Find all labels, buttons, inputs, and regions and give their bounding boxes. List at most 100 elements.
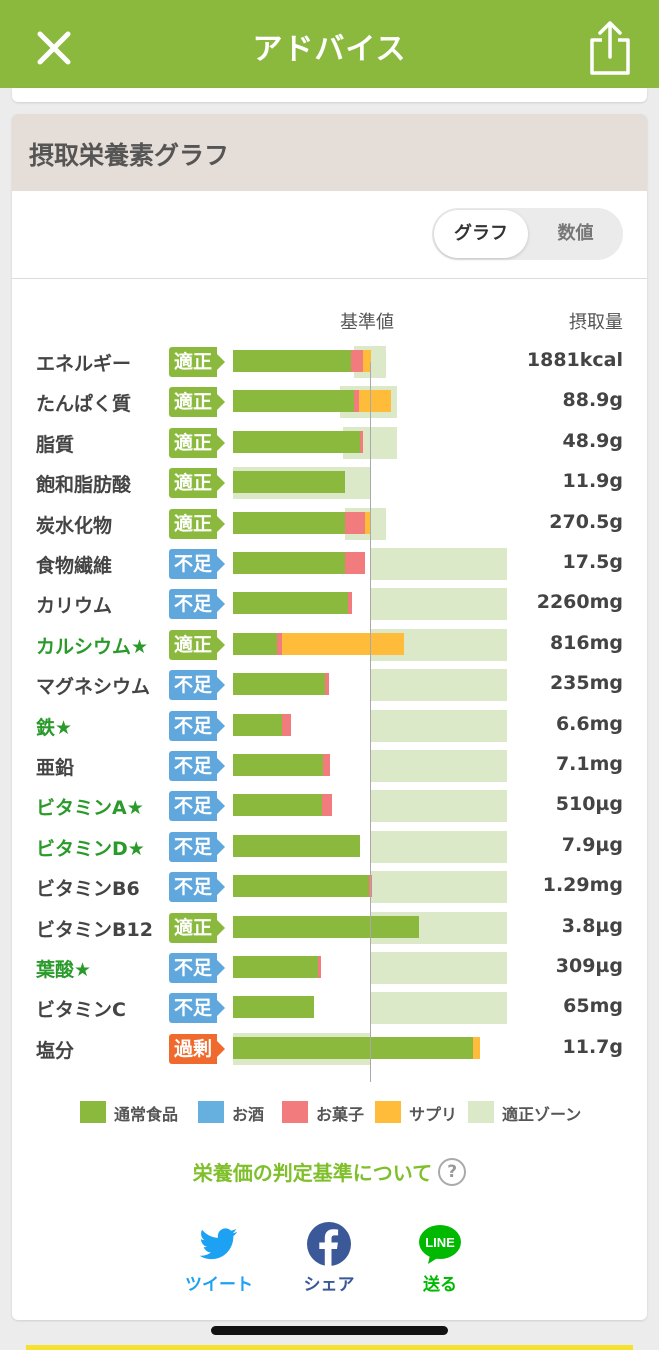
proper-zone: [370, 709, 507, 742]
status-badge: 不足: [169, 953, 225, 983]
criteria-link[interactable]: 栄養価の判定基準について: [192, 1161, 433, 1185]
bar-segment-food: [233, 390, 354, 413]
intake-value: 816mg: [549, 631, 623, 654]
bar-segment-sweets: [282, 713, 291, 736]
nutrient-name: エネルギー: [36, 353, 132, 375]
nutrient-name[interactable]: 葉酸★: [36, 959, 92, 981]
help-icon[interactable]: ?: [438, 1157, 467, 1186]
bar-segment-sweets: [345, 552, 365, 574]
intake-value: 6.6mg: [555, 712, 623, 735]
nutrient-graph-card: 摂取栄養素グラフ 数値 グラフ 基準値 摂取量 エネルギー 適正 1881kcal た…: [12, 114, 647, 1320]
intake-value: 88.9g: [562, 389, 623, 412]
intake-column-header: 摂取量: [569, 312, 623, 333]
legend-label: お酒: [232, 1105, 265, 1124]
bar-segment-food: [233, 592, 349, 615]
bar-area: [233, 665, 533, 705]
bar-segment-sweets: [353, 390, 360, 413]
nutrient-name: たんぱく質: [36, 393, 132, 416]
criteria-section: 栄養価の判定基準について?: [12, 1157, 647, 1187]
intake-value: 309µg: [555, 955, 623, 977]
nutrient-name[interactable]: 鉄★: [36, 716, 73, 739]
intake-value: 2260mg: [536, 591, 623, 614]
bar-segment-supplement: [364, 511, 370, 534]
status-badge: 過剰: [169, 1033, 225, 1064]
bar-segment-food: [233, 471, 346, 494]
bar-segment-sweets: [324, 673, 329, 696]
bar-area: [233, 584, 533, 624]
intake-value: 17.5g: [562, 551, 623, 573]
nutrient-name: 炭水化物: [36, 514, 113, 537]
intake-value: 11.7g: [562, 1035, 623, 1058]
intake-value: 1881kcal: [526, 349, 623, 371]
toggle-graph[interactable]: グラフ: [434, 210, 528, 258]
bar-area: [233, 746, 533, 786]
legend-label: 通常食品: [114, 1105, 179, 1124]
facebook-share-button[interactable]: シェア: [284, 1222, 374, 1295]
bar-area: [233, 786, 533, 826]
intake-value: 270.5g: [549, 510, 623, 533]
legend-swatch: [80, 1101, 106, 1123]
bar-area: [233, 706, 533, 746]
legend-swatch: [198, 1101, 224, 1123]
proper-zone: [370, 588, 507, 621]
intake-value: 1.29mg: [542, 874, 623, 897]
card-header: 摂取栄養素グラフ: [12, 114, 647, 191]
tweet-button[interactable]: ツイート: [174, 1222, 264, 1295]
legend-swatch: [468, 1101, 494, 1123]
facebook-icon: [307, 1222, 351, 1266]
nutrient-row: 炭水化物 適正 270.5g: [12, 504, 647, 544]
nutrient-row: ビタミンC 不足 65mg: [12, 988, 647, 1028]
chart-legend: 通常食品 お酒 お菓子 サプリ 適正ゾーン: [12, 1097, 647, 1127]
nutrient-name: 脂質: [36, 433, 75, 456]
bar-area: [233, 382, 533, 422]
home-indicator: [211, 1326, 448, 1335]
nutrient-name: ビタミンB12: [36, 918, 153, 941]
toggle-numeric[interactable]: 数値: [557, 223, 594, 244]
bar-segment-sweets: [323, 754, 331, 776]
proper-zone: [370, 871, 507, 904]
svg-text:LINE: LINE: [425, 1235, 455, 1250]
share-icon[interactable]: [586, 20, 634, 76]
line-send-button[interactable]: LINE 送る: [395, 1222, 485, 1295]
nutrient-name: 亜鉛: [36, 757, 75, 779]
previous-card-edge: [12, 88, 647, 102]
legend-label: 適正ゾーン: [502, 1105, 582, 1124]
nutrient-row: 亜鉛 不足 7.1mg: [12, 746, 647, 786]
tweet-label: ツイート: [185, 1275, 253, 1295]
bar-segment-sweets: [345, 511, 365, 534]
legend-label: サプリ: [409, 1105, 458, 1124]
nutrient-row: マグネシウム 不足 235mg: [12, 665, 647, 705]
status-badge: 不足: [169, 993, 225, 1024]
nutrient-name: ビタミンC: [36, 999, 126, 1022]
close-icon[interactable]: [36, 30, 72, 66]
bar-area: [233, 988, 533, 1028]
bar-area: [233, 1029, 533, 1069]
nutrient-name[interactable]: ビタミンA★: [36, 797, 144, 820]
nutrient-name[interactable]: カルシウム★: [36, 635, 149, 658]
nutrient-row: たんぱく質 適正 88.9g: [12, 382, 647, 422]
proper-zone: [370, 790, 507, 823]
nutrient-row: ビタミンA★ 不足 510µg: [12, 786, 647, 826]
line-label: 送る: [423, 1275, 457, 1295]
nutrient-name[interactable]: ビタミンD★: [36, 837, 145, 860]
proper-zone: [370, 830, 507, 863]
proper-zone: [370, 952, 507, 984]
nutrient-name: 塩分: [36, 1039, 75, 1062]
nutrient-row: ビタミンB12 適正 3.8µg: [12, 908, 647, 948]
bar-segment-food: [233, 956, 318, 978]
bar-segment-sweets: [348, 592, 353, 615]
bar-area: [233, 342, 533, 382]
bottom-banner-edge: [26, 1345, 633, 1350]
intake-value: 7.1mg: [555, 753, 623, 775]
bar-area: [233, 867, 533, 907]
twitter-icon: [199, 1228, 238, 1260]
status-badge: 適正: [169, 347, 225, 377]
intake-value: 48.9g: [562, 429, 623, 452]
nutrient-name: 食物繊維: [36, 555, 113, 577]
bar-segment-food: [233, 552, 346, 574]
bar-area: [233, 948, 533, 988]
legend-label: お菓子: [316, 1105, 365, 1124]
bar-segment-food: [233, 996, 314, 1019]
bar-segment-food: [233, 1036, 473, 1059]
legend-swatch: [375, 1101, 401, 1123]
